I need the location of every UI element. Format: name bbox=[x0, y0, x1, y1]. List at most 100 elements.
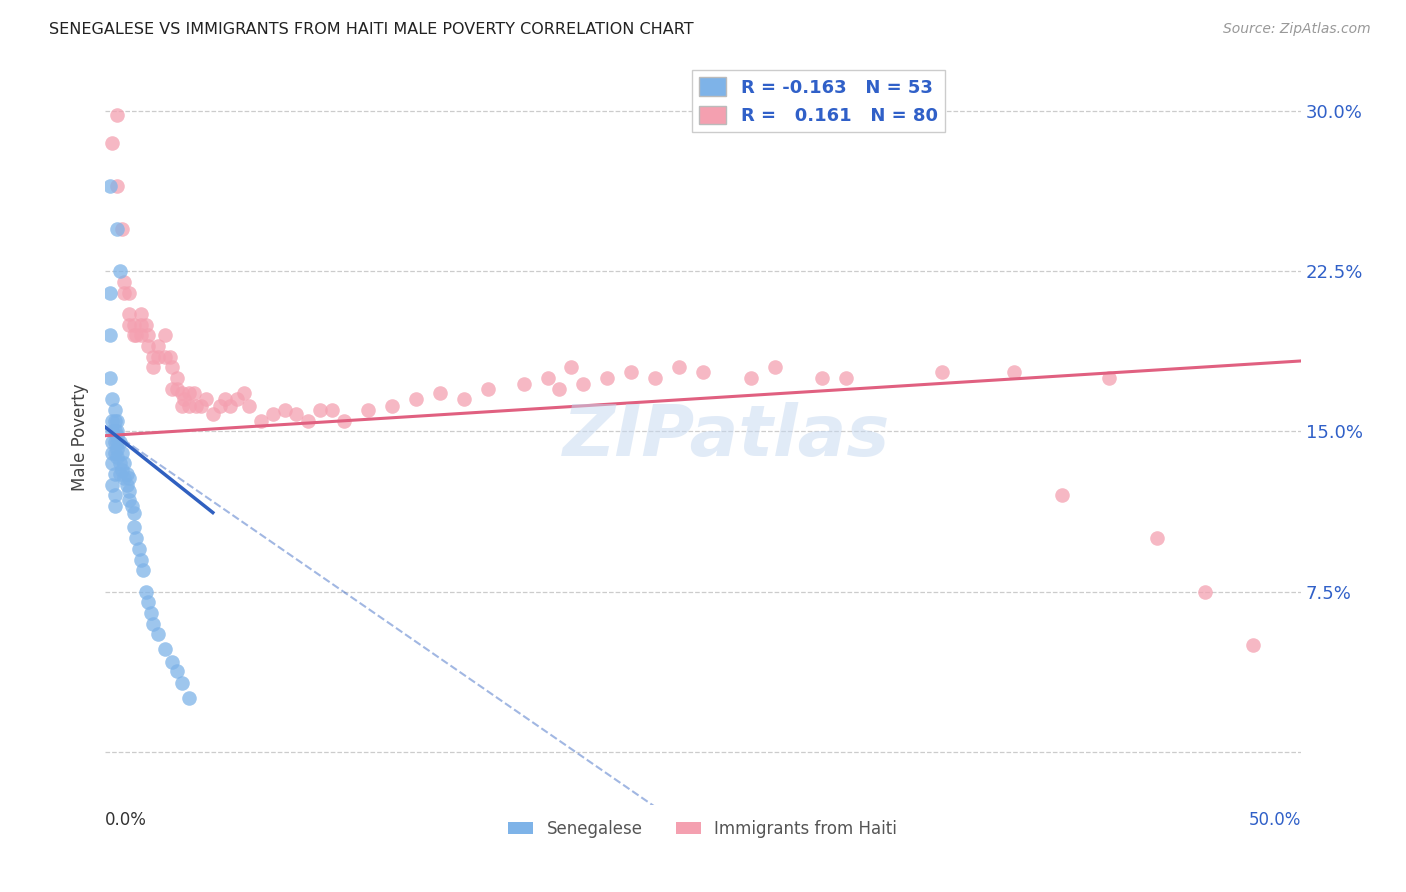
Point bbox=[105, 442, 128, 456]
Text: 50.0%: 50.0% bbox=[1249, 812, 1301, 830]
Point bbox=[98, 285, 121, 300]
Point bbox=[104, 425, 127, 439]
Point bbox=[121, 499, 143, 513]
Point bbox=[177, 691, 200, 706]
Point bbox=[118, 471, 141, 485]
Point bbox=[101, 457, 124, 471]
Point bbox=[740, 371, 762, 385]
Point bbox=[122, 328, 145, 343]
Point bbox=[548, 382, 571, 396]
Point bbox=[101, 392, 124, 407]
Point bbox=[153, 642, 176, 657]
Point bbox=[101, 446, 124, 460]
Point bbox=[129, 307, 152, 321]
Point bbox=[596, 371, 619, 385]
Point bbox=[146, 627, 169, 641]
Point bbox=[177, 386, 200, 401]
Text: SENEGALESE VS IMMIGRANTS FROM HAITI MALE POVERTY CORRELATION CHART: SENEGALESE VS IMMIGRANTS FROM HAITI MALE… bbox=[49, 22, 693, 37]
Point bbox=[201, 408, 224, 422]
Point bbox=[104, 499, 127, 513]
Point bbox=[128, 541, 150, 556]
Point bbox=[129, 328, 152, 343]
Point bbox=[136, 595, 159, 609]
Point bbox=[129, 552, 152, 566]
Point bbox=[111, 221, 134, 235]
Point bbox=[118, 484, 141, 499]
Point bbox=[208, 399, 231, 413]
Point bbox=[249, 414, 271, 428]
Point bbox=[125, 328, 148, 343]
Point bbox=[101, 414, 124, 428]
Point bbox=[321, 403, 343, 417]
Point bbox=[170, 399, 193, 413]
Point bbox=[309, 403, 332, 417]
Y-axis label: Male Poverty: Male Poverty bbox=[72, 383, 89, 491]
Point bbox=[101, 425, 124, 439]
Point bbox=[98, 178, 121, 193]
Point bbox=[173, 392, 195, 407]
Point bbox=[142, 350, 165, 364]
Point bbox=[297, 414, 319, 428]
Point bbox=[118, 307, 141, 321]
Point bbox=[112, 285, 135, 300]
Point bbox=[118, 492, 141, 507]
Point bbox=[153, 350, 176, 364]
Point bbox=[225, 392, 247, 407]
Point bbox=[101, 435, 124, 450]
Point bbox=[111, 463, 134, 477]
Point bbox=[132, 563, 155, 577]
Point bbox=[104, 403, 127, 417]
Point bbox=[381, 399, 404, 413]
Point bbox=[170, 386, 193, 401]
Point bbox=[142, 360, 165, 375]
Point bbox=[160, 655, 183, 669]
Point bbox=[108, 467, 131, 482]
Point bbox=[146, 339, 169, 353]
Point bbox=[108, 264, 131, 278]
Point bbox=[105, 221, 128, 235]
Point bbox=[620, 365, 643, 379]
Point bbox=[811, 371, 834, 385]
Point bbox=[153, 328, 176, 343]
Point bbox=[135, 318, 157, 332]
Point bbox=[108, 435, 131, 450]
Text: Source: ZipAtlas.com: Source: ZipAtlas.com bbox=[1223, 22, 1371, 37]
Point bbox=[135, 584, 157, 599]
Point bbox=[1098, 371, 1121, 385]
Point bbox=[104, 435, 127, 450]
Point bbox=[166, 371, 188, 385]
Point bbox=[112, 471, 135, 485]
Point bbox=[98, 371, 121, 385]
Point bbox=[136, 328, 159, 343]
Point bbox=[357, 403, 380, 417]
Point bbox=[177, 399, 200, 413]
Point bbox=[142, 616, 165, 631]
Point bbox=[285, 408, 308, 422]
Point bbox=[1146, 531, 1168, 545]
Point bbox=[262, 408, 284, 422]
Point bbox=[101, 477, 124, 491]
Point bbox=[560, 360, 582, 375]
Point bbox=[170, 676, 193, 690]
Point bbox=[273, 403, 295, 417]
Point bbox=[160, 382, 183, 396]
Point bbox=[218, 399, 240, 413]
Point bbox=[122, 506, 145, 520]
Point bbox=[692, 365, 714, 379]
Point bbox=[477, 382, 499, 396]
Point bbox=[166, 382, 188, 396]
Legend: Senegalese, Immigrants from Haiti: Senegalese, Immigrants from Haiti bbox=[502, 814, 904, 845]
Point bbox=[112, 457, 135, 471]
Point bbox=[405, 392, 427, 407]
Point bbox=[104, 414, 127, 428]
Point bbox=[1002, 365, 1025, 379]
Point bbox=[122, 520, 145, 534]
Point bbox=[98, 328, 121, 343]
Point bbox=[160, 360, 183, 375]
Point bbox=[238, 399, 260, 413]
Point bbox=[1194, 584, 1216, 599]
Point bbox=[105, 414, 128, 428]
Text: 0.0%: 0.0% bbox=[105, 812, 148, 830]
Point bbox=[118, 318, 141, 332]
Point bbox=[101, 136, 124, 151]
